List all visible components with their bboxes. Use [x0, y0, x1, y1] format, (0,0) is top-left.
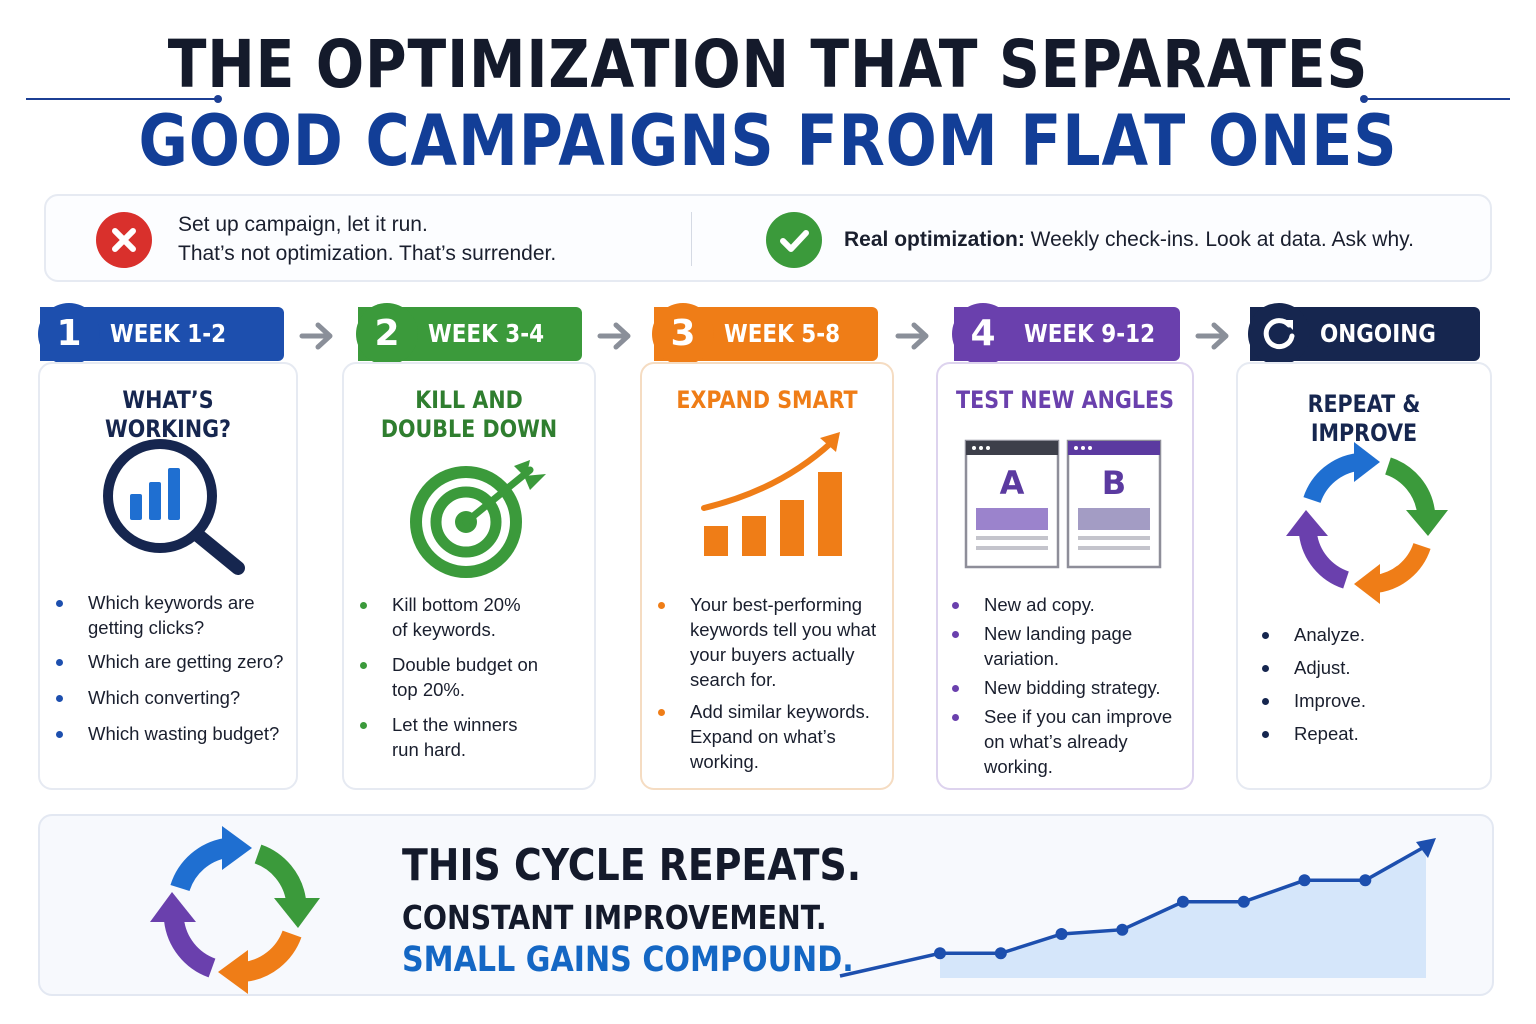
step-header-week-1-2: 1 WEEK 1-2 — [38, 303, 284, 365]
refresh-cycle-icon — [1286, 442, 1448, 604]
card-title-line: TEST NEW ANGLES — [956, 386, 1174, 414]
bullet-item: Improve. — [1260, 688, 1480, 713]
bad-approach-line-2: That’s not optimization. That’s surrende… — [178, 242, 557, 265]
cycle-headline: THIS CYCLE REPEATS. — [402, 840, 862, 891]
real-optimization-description: Weekly check-ins. Look at data. Ask why. — [1024, 228, 1414, 251]
growth-point — [1177, 895, 1189, 908]
growth-arrowhead — [1416, 838, 1436, 858]
step-card-kill-and-double-down: KILL AND DOUBLE DOWN Kill bottom 20% of k… — [342, 362, 596, 790]
bullet-item: Repeat. — [1260, 721, 1480, 746]
arrow-right-icon — [1195, 322, 1229, 350]
title-rule-right — [1360, 95, 1510, 103]
bullet-item: Add similar keywords. Expand on what’s wor… — [656, 699, 892, 774]
card-title: TEST NEW ANGLES — [956, 386, 1174, 415]
bullet-item: Your best-performing keywords tell you wh… — [656, 592, 892, 692]
bullet-item: Double budget on top 20%. — [358, 652, 594, 702]
bullet-list: Analyze. Adjust. Improve. Repeat. — [1260, 622, 1480, 746]
step-label: ONGOING — [1320, 319, 1436, 348]
card-title: KILL AND DOUBLE DOWN — [362, 386, 577, 444]
arrow-right-icon — [299, 322, 333, 350]
arrow-right-icon — [597, 322, 631, 350]
bullet-item: New bidding strategy. — [950, 675, 1190, 700]
cycle-summary-panel: THIS CYCLE REPEATS. CONSTANT IMPROVEMENT… — [38, 814, 1494, 996]
bullet-item: New landing page variation. — [950, 621, 1190, 671]
cycle-arrows-icon — [150, 826, 320, 994]
magnifier-bar-chart-icon — [103, 439, 245, 575]
growth-point — [1359, 874, 1372, 887]
card-title-line: EXPAND SMART — [676, 386, 858, 414]
step-card-test-new-angles: TEST NEW ANGLES A B New ad copy. New lan… — [936, 362, 1194, 790]
card-title-line: DOUBLE DOWN — [380, 415, 558, 443]
growth-point — [1298, 874, 1311, 887]
card-title: WHAT’S WORKING? — [58, 386, 278, 444]
step-header-ongoing: ONGOING — [1248, 303, 1480, 365]
bullet-list: Your best-performing keywords tell you wh… — [656, 592, 892, 774]
comparison-divider — [691, 212, 692, 266]
bullet-list: Which keywords are getting clicks? Which … — [54, 590, 294, 746]
headline-line-2: GOOD CAMPAIGNS FROM FLAT ONES — [138, 100, 1398, 182]
growth-point — [1116, 923, 1129, 936]
variant-a-label: A — [999, 464, 1025, 502]
compounding-growth-chart — [839, 838, 1436, 978]
card-title: EXPAND SMART — [660, 386, 875, 415]
growth-point — [994, 947, 1007, 960]
bullet-list: New ad copy. New landing page variation. … — [950, 592, 1190, 779]
step-number: 4 — [952, 303, 1014, 365]
headline-line-1: THE OPTIMIZATION THAT SEPARATES — [167, 26, 1369, 103]
title-rule-left — [26, 95, 222, 103]
comparison-panel: Set up campaign, let it run. That’s not … — [44, 194, 1492, 282]
bad-approach-text: Set up campaign, let it run. That’s not … — [178, 210, 556, 268]
step-header-week-9-12: 4 WEEK 9-12 — [952, 303, 1180, 365]
step-header-week-5-8: 3 WEEK 5-8 — [652, 303, 878, 365]
step-label: WEEK 5-8 — [724, 319, 841, 348]
arrow-right-icon — [895, 322, 929, 350]
card-title-line: REPEAT & IMPROVE — [1307, 390, 1421, 447]
card-title: REPEAT & IMPROVE — [1256, 390, 1473, 448]
bullet-item: Adjust. — [1260, 655, 1480, 680]
bullet-item: Let the winners run hard. — [358, 712, 594, 762]
step-number: 3 — [652, 303, 714, 365]
growth-point — [1237, 895, 1250, 908]
growth-point — [934, 947, 946, 960]
check-circle-icon — [766, 212, 822, 268]
x-circle-icon — [96, 212, 152, 268]
step-number: 2 — [356, 303, 418, 365]
step-card-expand-smart: EXPAND SMART Your best-performing keyword… — [640, 362, 894, 790]
step-number: 1 — [38, 303, 100, 365]
cycle-subline: CONSTANT IMPROVEMENT. — [402, 898, 827, 937]
growth-line — [839, 844, 1427, 978]
step-label: WEEK 9-12 — [1024, 319, 1156, 348]
bullet-item: Which keywords are getting clicks? — [54, 590, 294, 640]
bullet-item: New ad copy. — [950, 592, 1190, 617]
growth-area — [940, 846, 1426, 978]
step-label: WEEK 3-4 — [428, 319, 545, 348]
growth-chart-icon — [701, 432, 842, 556]
card-title-line: KILL AND — [415, 386, 523, 414]
growth-point — [1055, 928, 1068, 940]
bullet-item: Which are getting zero? — [54, 649, 294, 674]
bullet-item: Kill bottom 20% of keywords. — [358, 592, 594, 642]
card-title-line: WHAT’S WORKING? — [104, 386, 232, 443]
target-arrow-icon — [410, 460, 546, 578]
step-label: WEEK 1-2 — [110, 319, 227, 348]
bullet-item: Which converting? — [54, 685, 294, 710]
step-card-repeat-and-improve: REPEAT & IMPROVE Analyze. Adjust. Improv… — [1236, 362, 1492, 790]
step-header-week-3-4: 2 WEEK 3-4 — [356, 303, 582, 365]
variant-b-label: B — [1101, 464, 1127, 502]
bullet-item: Which wasting budget? — [54, 721, 294, 746]
cycle-tagline: SMALL GAINS COMPOUND. — [402, 940, 854, 980]
bullet-item: Analyze. — [1260, 622, 1480, 647]
real-optimization-label: Real optimization: — [844, 228, 1025, 251]
step-card-whats-working: WHAT’S WORKING? Which keywords are gettin… — [38, 362, 298, 790]
bullet-item: See if you can improve on what’s already w… — [950, 704, 1190, 779]
ab-test-icon: A B — [964, 438, 1164, 572]
real-optimization-text: Real optimization: Weekly check-ins. Loo… — [844, 225, 1414, 254]
bad-approach-line-1: Set up campaign, let it run. — [178, 213, 428, 236]
bullet-list: Kill bottom 20% of keywords. Double budge… — [358, 592, 594, 762]
refresh-icon — [1248, 303, 1310, 365]
